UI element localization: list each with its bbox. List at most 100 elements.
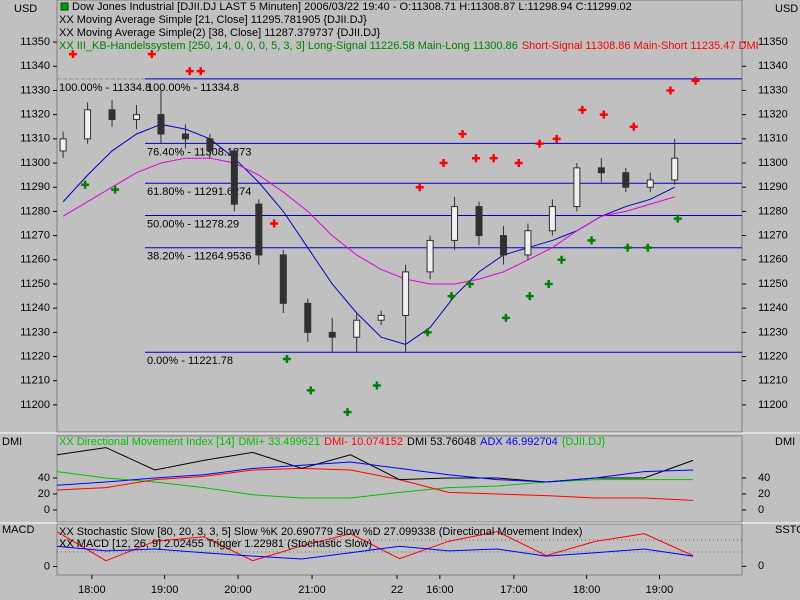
- y-tick-label: 11210: [758, 375, 788, 387]
- y-tick-label: 11290: [758, 181, 788, 193]
- y-tick-label: 11280: [20, 205, 50, 217]
- short-signal: [68, 50, 77, 59]
- y-tick-label: 11240: [758, 302, 788, 314]
- legend-entry: DMI 53.76048: [407, 436, 476, 448]
- level-label: 100.00% - 11334.8: [147, 82, 239, 94]
- candle-body: [255, 203, 263, 256]
- y-axis-label: SSTOC: [775, 524, 800, 536]
- short-signal: [599, 110, 608, 119]
- y-tick-label: 11300: [20, 157, 50, 169]
- candle-body: [548, 206, 556, 232]
- x-tick-label: 18:00: [78, 584, 106, 596]
- y-tick-label: 11270: [20, 229, 50, 241]
- legend-entry: DMI- 10.074152: [324, 436, 403, 448]
- x-tick-label: 20:00: [224, 584, 252, 596]
- long-signal: [525, 292, 534, 301]
- long-signal: [423, 328, 432, 337]
- series-line: [56, 461, 694, 486]
- short-signal: [415, 183, 424, 192]
- candle-body: [84, 109, 92, 140]
- long-signal: [465, 279, 474, 288]
- y-tick-label: 11350: [758, 36, 788, 48]
- candle-body: [328, 331, 336, 338]
- y-tick-label: 0: [44, 560, 50, 572]
- x-tick-label: 19:00: [646, 584, 674, 596]
- macd-panel: [56, 523, 743, 576]
- y-axis-label: DMI: [2, 436, 22, 448]
- legend-entry: XX Stochastic Slow [80, 20, 3, 3, 5] Slo…: [59, 526, 582, 538]
- short-signal: [185, 67, 194, 76]
- y-tick-label: 11310: [758, 133, 788, 145]
- short-signal: [514, 159, 523, 168]
- y-tick-label: 11350: [20, 36, 50, 48]
- short-label: Short-Signal 11308.86 Main-Short 11235.4…: [522, 40, 759, 52]
- short-signal: [471, 154, 480, 163]
- candle-body: [402, 271, 410, 316]
- series-line: [62, 157, 675, 285]
- short-signal: [629, 122, 638, 131]
- legend-entry: XX MACD [12, 26, 9] 2.02455 Trigger 1.22…: [59, 538, 372, 550]
- series-line: [56, 531, 694, 562]
- y-tick-label: 11230: [20, 326, 50, 338]
- candle-body: [133, 114, 141, 120]
- y-tick-label: 11260: [758, 254, 788, 266]
- y-tick-label: 0: [758, 504, 764, 516]
- y-tick-label: 11320: [20, 109, 50, 121]
- y-axis-label: USD: [14, 3, 37, 15]
- long-signal: [544, 279, 553, 288]
- long-signal: [673, 214, 682, 223]
- y-tick-label: 11220: [20, 350, 50, 362]
- system-label: XX III_KB-Handelssystem [250, 14, 0, 0, …: [59, 40, 759, 52]
- x-tick-label: 21:00: [298, 584, 326, 596]
- legend-icon: [60, 2, 69, 11]
- level-label: 61.80% - 11291.6274: [147, 186, 251, 198]
- y-tick-label: 11250: [20, 278, 50, 290]
- candle-body: [573, 167, 581, 208]
- candle-body: [279, 254, 287, 304]
- y-tick-label: 11340: [758, 60, 788, 72]
- y-tick-label: 0: [758, 560, 764, 572]
- y-tick-label: 11310: [20, 133, 50, 145]
- candle-body: [59, 138, 67, 152]
- y-tick-label: 11330: [20, 84, 50, 96]
- y-axis-label: USD: [775, 3, 798, 15]
- y-tick-label: 11320: [758, 109, 788, 121]
- system-label: XX III_KB-Handelssystem [250, 14, 0, 0, …: [59, 40, 518, 52]
- level-label: 50.00% - 11278.29: [147, 218, 239, 230]
- short-signal: [489, 154, 498, 163]
- candle-body: [353, 319, 361, 338]
- candle-body: [426, 239, 434, 273]
- y-tick-label: 0: [44, 504, 50, 516]
- candle-body: [304, 302, 312, 333]
- long-signal: [643, 243, 652, 252]
- long-signal: [587, 236, 596, 245]
- short-signal: [691, 76, 700, 85]
- prior-level-label: 100.00% - 11334.8: [59, 82, 151, 94]
- series-line: [56, 545, 694, 560]
- long-signal: [81, 180, 90, 189]
- y-tick-label: 11230: [758, 326, 788, 338]
- candle-body: [622, 172, 630, 188]
- short-signal: [439, 159, 448, 168]
- level-label: 0.00% - 11221.78: [147, 355, 233, 367]
- short-signal: [578, 105, 587, 114]
- y-tick-label: 11220: [758, 350, 788, 362]
- long-signal: [282, 354, 291, 363]
- chart-title: Dow Jones Industrial [DJII.DJ LAST 5 Min…: [72, 1, 632, 13]
- y-tick-label: 11280: [758, 205, 788, 217]
- long-signal: [343, 408, 352, 417]
- short-signal: [535, 139, 544, 148]
- x-tick-label: 17:00: [500, 584, 528, 596]
- x-tick-label: 16:00: [426, 584, 454, 596]
- y-tick-label: 11340: [20, 60, 50, 72]
- long-signal: [111, 185, 120, 194]
- candle-body: [646, 179, 654, 188]
- candle-body: [108, 109, 116, 120]
- level-label: 38.20% - 11264.9536: [147, 251, 251, 263]
- short-signal: [196, 67, 205, 76]
- y-axis-label: DMI: [775, 436, 795, 448]
- candle-body: [157, 114, 165, 135]
- legend-entry: XX Moving Average Simple(2) [38, Close] …: [59, 27, 381, 39]
